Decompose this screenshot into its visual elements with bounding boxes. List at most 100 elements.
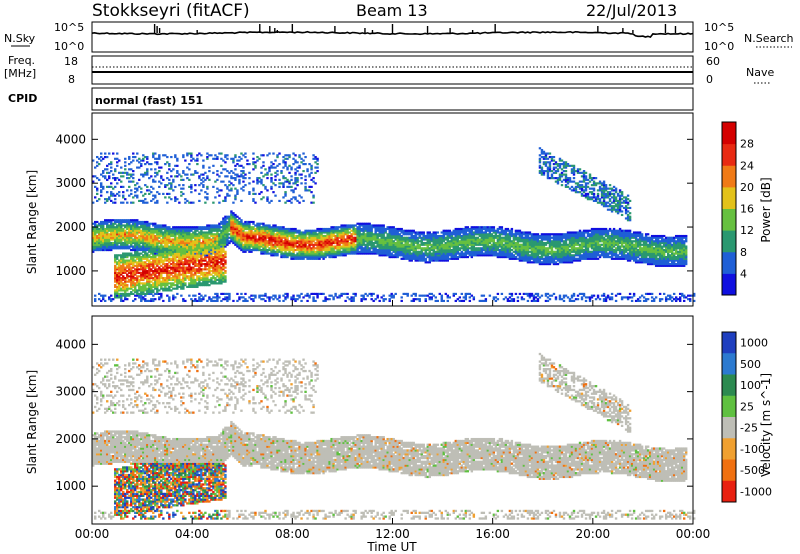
power-cell <box>144 192 147 195</box>
power-cell <box>228 298 231 301</box>
power-cell <box>160 270 163 273</box>
power-cell <box>180 282 183 285</box>
power-cell <box>174 248 177 252</box>
power-cell <box>156 271 159 274</box>
power-cell <box>210 227 213 231</box>
power-cell <box>232 234 235 238</box>
power-cell <box>176 231 179 234</box>
power-cell <box>144 273 147 276</box>
power-cell <box>156 248 159 252</box>
power-cell <box>122 231 125 234</box>
power-heatmap-cells <box>92 147 696 303</box>
power-cell <box>188 277 191 280</box>
power-cell <box>224 292 227 295</box>
power-cell <box>188 263 191 266</box>
power-cell <box>208 250 211 253</box>
power-cell <box>192 278 195 281</box>
power-cell <box>162 259 165 262</box>
power-cell <box>220 259 223 262</box>
power-cell <box>184 255 187 259</box>
power-cell <box>172 229 175 232</box>
power-cell <box>152 229 155 232</box>
power-cell <box>176 233 179 236</box>
power-cell <box>194 233 197 236</box>
power-cell <box>134 219 137 222</box>
power-cell <box>102 240 105 243</box>
power-cell <box>146 255 149 259</box>
power-cell <box>154 168 157 171</box>
power-cell <box>92 241 95 245</box>
power-cell <box>182 255 185 259</box>
power-cell <box>270 185 273 188</box>
power-cell <box>184 236 187 239</box>
power-cell <box>310 171 313 174</box>
sky-tick-top-right: 10^5 <box>704 21 734 34</box>
power-cell <box>198 275 201 278</box>
power-cell <box>378 299 381 303</box>
power-cell <box>138 166 141 169</box>
power-cell <box>228 241 231 245</box>
power-cell <box>200 284 203 287</box>
power-cell <box>226 227 229 231</box>
power-cell <box>222 234 225 238</box>
power-cell <box>108 219 111 222</box>
power-cell <box>154 298 157 301</box>
power-cell <box>128 266 131 269</box>
power-cell <box>190 191 193 194</box>
power-cell <box>158 245 161 248</box>
power-cell <box>220 254 223 257</box>
power-cell <box>200 255 203 259</box>
power-cell <box>126 280 129 283</box>
power-cell <box>184 261 187 264</box>
power-cell <box>118 271 121 274</box>
power-cell <box>194 231 197 234</box>
power-cell <box>176 285 179 288</box>
power-cell <box>216 270 219 273</box>
power-cell <box>164 271 167 274</box>
power-cell <box>126 273 129 276</box>
power-cell <box>118 178 121 181</box>
power-cell <box>174 263 177 266</box>
power-cell <box>164 277 167 280</box>
power-cell <box>196 241 199 245</box>
power-cell <box>106 245 109 248</box>
power-cell <box>220 247 223 250</box>
power-cell <box>152 241 155 245</box>
power-cell <box>106 231 109 234</box>
power-cell <box>174 154 177 157</box>
power-cell <box>112 247 115 250</box>
power-cell <box>206 273 209 276</box>
power-cell <box>262 196 265 199</box>
power-cell <box>180 178 183 181</box>
power-cell <box>224 233 227 236</box>
power-cell <box>186 231 189 234</box>
power-cell <box>146 271 149 274</box>
power-cell <box>210 282 213 285</box>
power-cell <box>116 236 119 239</box>
power-cell <box>160 231 163 234</box>
power-cell <box>102 241 105 245</box>
power-cell <box>94 196 97 199</box>
power-cell <box>202 268 205 271</box>
power-cell <box>128 229 131 232</box>
power-cell <box>186 238 189 241</box>
power-cell <box>122 254 125 257</box>
power-cell <box>182 233 185 236</box>
power-cell <box>116 161 119 164</box>
power-cell <box>142 236 145 239</box>
power-cell <box>104 229 107 232</box>
power-cell <box>92 236 95 239</box>
power-cell <box>198 177 201 180</box>
power-cell <box>188 270 191 273</box>
power-cell <box>232 171 235 174</box>
power-cell <box>94 245 97 248</box>
power-cell <box>208 254 211 257</box>
power-cell <box>216 268 219 271</box>
cpid-label: CPID <box>8 92 37 105</box>
power-cell <box>328 298 331 301</box>
power-cell <box>146 233 149 236</box>
power-cell <box>150 261 153 264</box>
power-cell <box>156 229 159 232</box>
power-cell <box>312 201 315 204</box>
power-cell <box>124 164 127 167</box>
